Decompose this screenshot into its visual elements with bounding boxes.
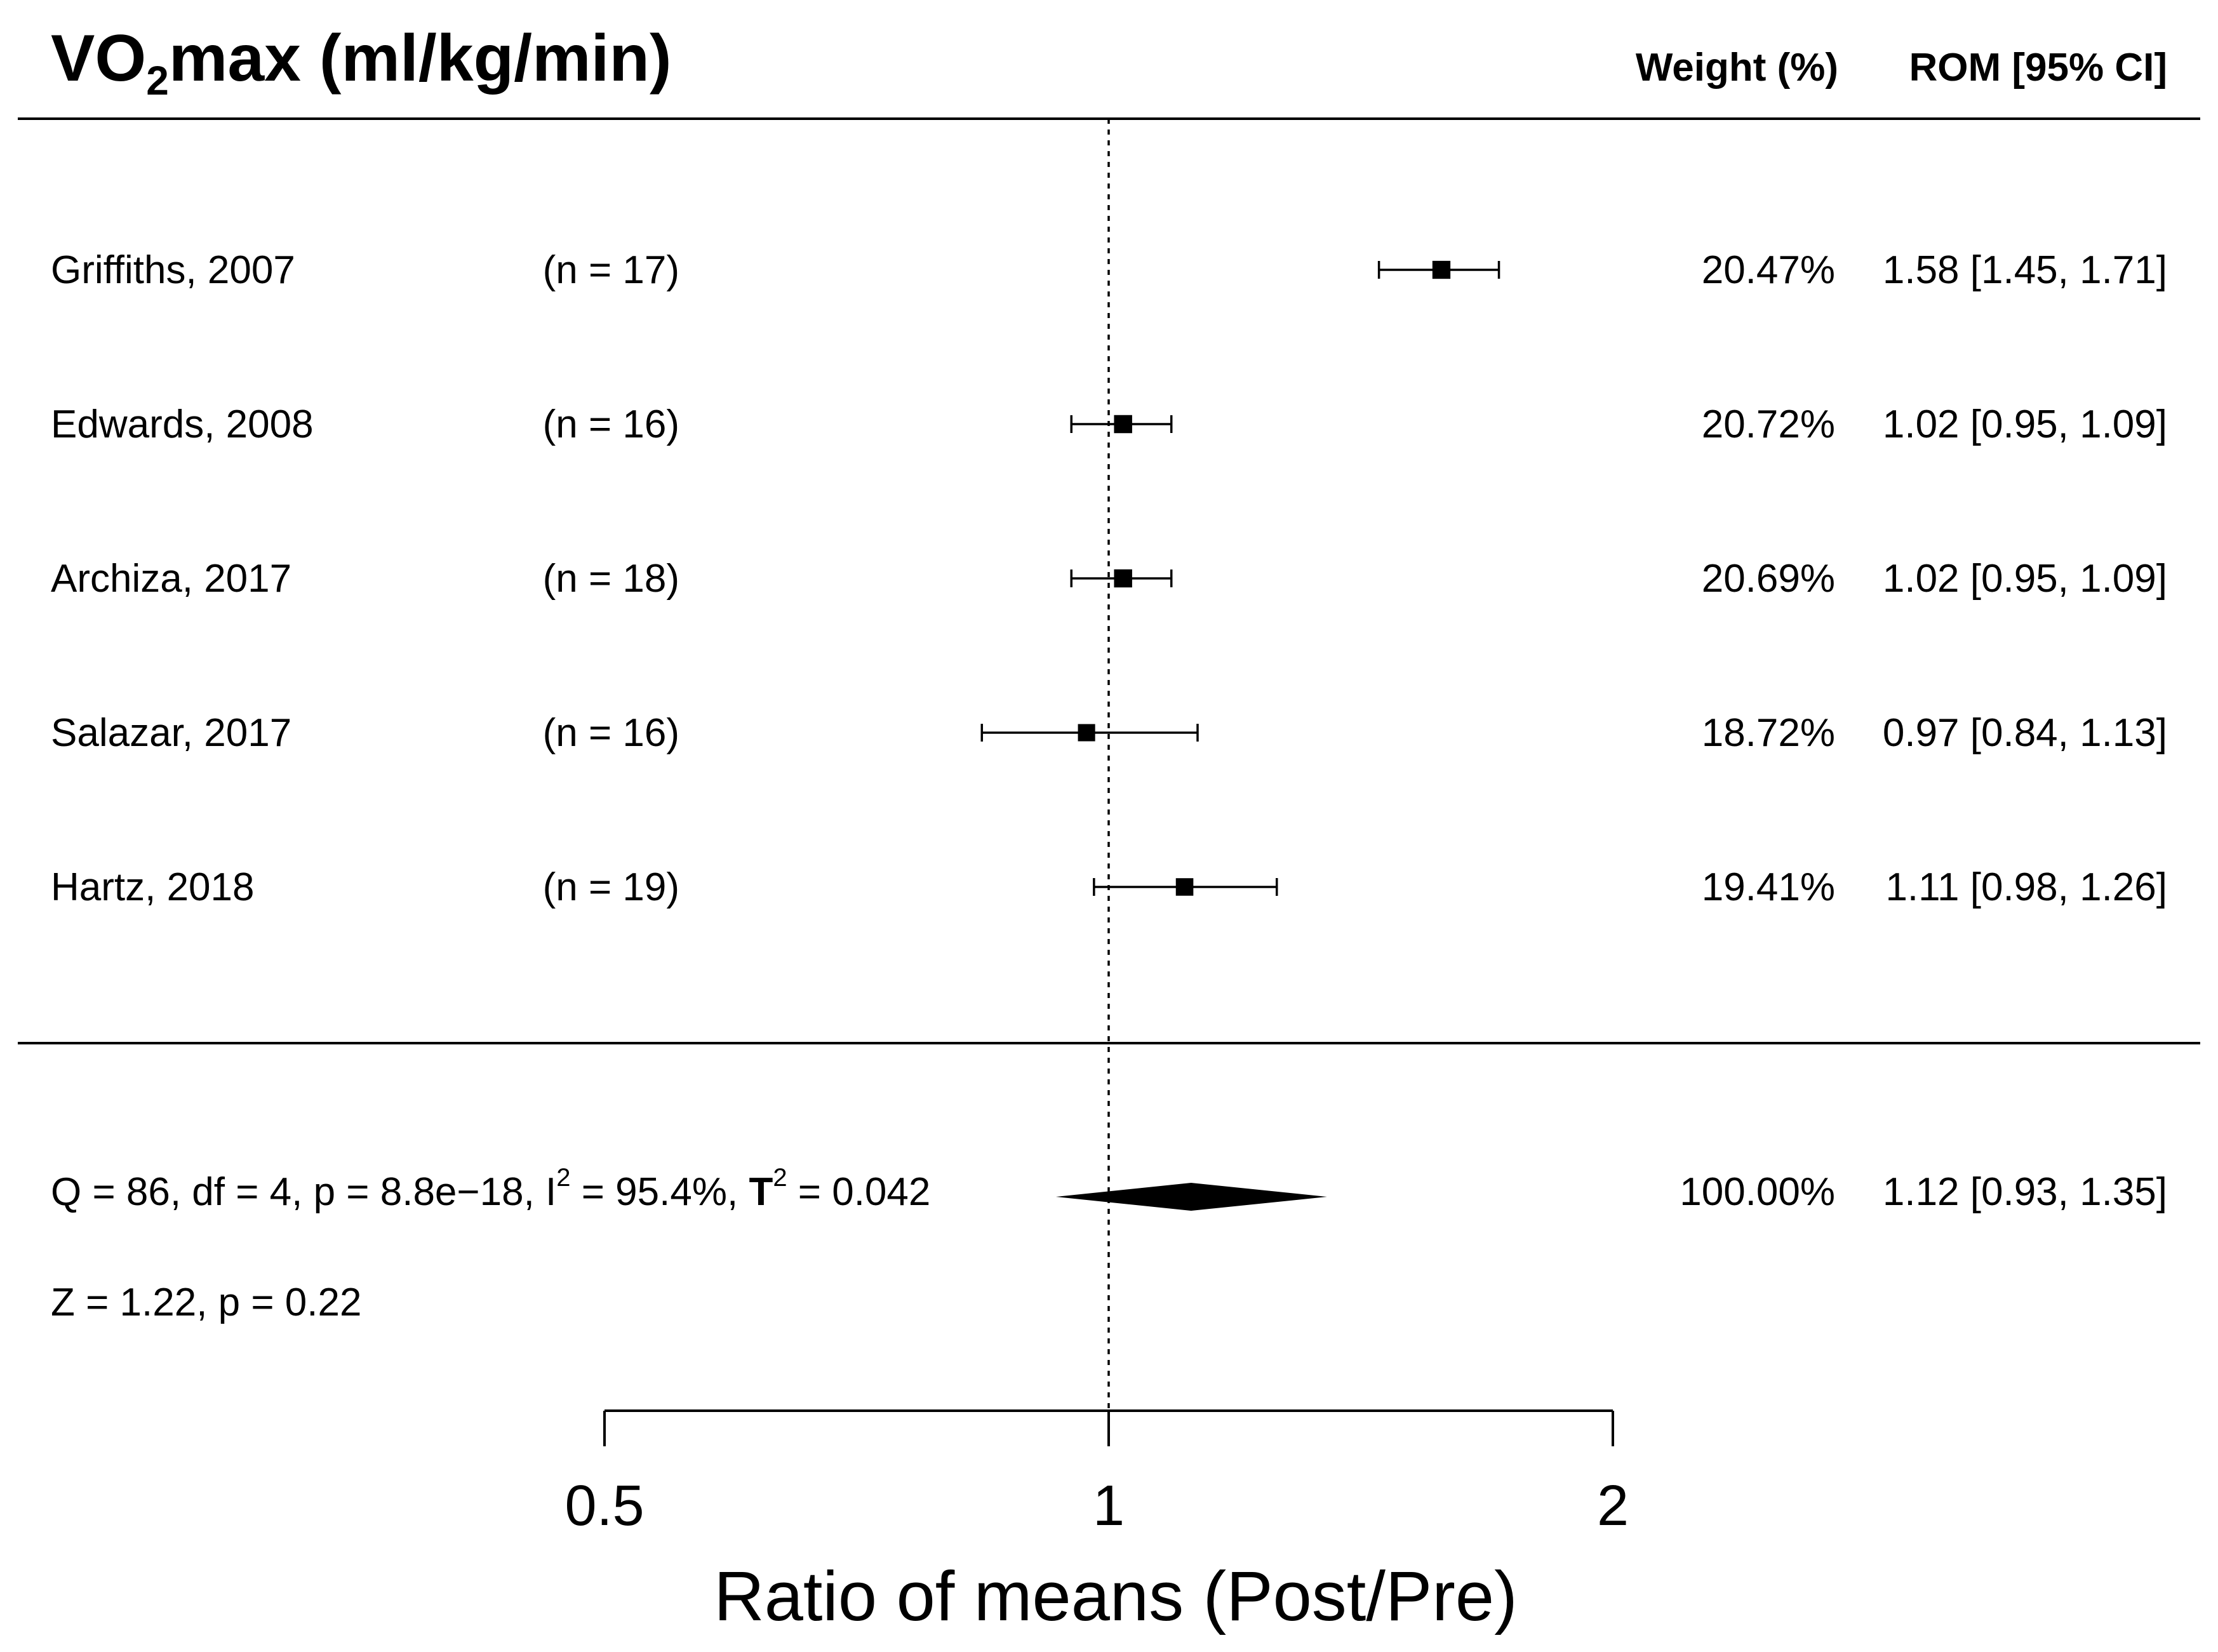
study-rom: 1.02 [0.95, 1.09]: [1883, 557, 2167, 601]
x-axis: 0.5 1 2: [565, 1409, 1629, 1538]
study-n: (n = 19): [543, 865, 679, 909]
point-estimate: [1114, 415, 1132, 434]
point-estimate: [1078, 724, 1095, 742]
point-estimate: [1175, 878, 1194, 896]
summary-weight: 100.00%: [1680, 1170, 1835, 1214]
study-rom: 1.11 [0.98, 1.26]: [1885, 865, 2167, 909]
study-name: Hartz, 2018: [51, 865, 255, 909]
study-n: (n = 18): [543, 557, 679, 601]
heterogeneity-q: Q = 86, df = 4, p = 8.8e−18, I: [51, 1170, 556, 1214]
tau2-superscript: 2: [773, 1164, 787, 1192]
i2-superscript: 2: [556, 1164, 570, 1192]
summary-row: Q = 86, df = 4, p = 8.8e−18, I2 = 95.4%,…: [51, 1164, 2167, 1324]
study-name: Salazar, 2017: [51, 711, 291, 755]
study-rom: 0.97 [0.84, 1.13]: [1883, 711, 2167, 755]
chart-title-prefix: VO: [51, 22, 146, 95]
study-rom: 1.02 [0.95, 1.09]: [1883, 403, 2167, 446]
study-row: Salazar, 2017 (n = 16) 18.72% 0.97 [0.84, 1…: [51, 711, 2167, 755]
heterogeneity-tau2: = 0.042: [787, 1170, 931, 1214]
weight-header: Weight (%): [1636, 46, 1838, 90]
study-name: Griffiths, 2007: [51, 248, 295, 292]
study-rom: 1.58 [1.45, 1.71]: [1883, 248, 2167, 292]
x-axis-label: Ratio of means (Post/Pre): [714, 1557, 1517, 1635]
study-row: Edwards, 2008 (n = 16) 20.72% 1.02 [0.95, 1…: [51, 403, 2167, 446]
study-weight: 19.41%: [1702, 865, 1835, 909]
study-n: (n = 16): [543, 403, 679, 446]
heterogeneity-i2: = 95.4%,: [571, 1170, 749, 1214]
summary-rom: 1.12 [0.93, 1.35]: [1883, 1170, 2167, 1214]
study-weight: 20.47%: [1702, 248, 1835, 292]
study-n: (n = 16): [543, 711, 679, 755]
study-name: Edwards, 2008: [51, 403, 314, 446]
x-tick-label: 0.5: [565, 1474, 644, 1538]
point-estimate: [1432, 260, 1451, 279]
chart-title-subscript: 2: [146, 58, 169, 103]
x-tick-label: 1: [1093, 1474, 1125, 1538]
study-weight: 20.72%: [1702, 403, 1835, 446]
rom-header: ROM [95% CI]: [1909, 46, 2167, 90]
summary-diamond: [1055, 1183, 1327, 1211]
study-row: Griffiths, 2007 (n = 17) 20.47% 1.58 [1.45,…: [51, 248, 2167, 292]
heterogeneity-stats: Q = 86, df = 4, p = 8.8e−18, I2 = 95.4%,…: [51, 1164, 930, 1214]
study-name: Archiza, 2017: [51, 557, 291, 601]
study-weight: 18.72%: [1702, 711, 1835, 755]
chart-title-suffix: max (ml/kg/min): [169, 22, 672, 95]
overall-test: Z = 1.22, p = 0.22: [51, 1281, 361, 1324]
study-n: (n = 17): [543, 248, 679, 292]
study-row: Archiza, 2017 (n = 18) 20.69% 1.02 [0.95, 1…: [51, 557, 2167, 601]
study-row: Hartz, 2018 (n = 19) 19.41% 1.11 [0.98, 1.2…: [51, 865, 2167, 909]
study-weight: 20.69%: [1702, 557, 1835, 601]
chart-title: VO2max (ml/kg/min): [51, 22, 672, 103]
point-estimate: [1114, 569, 1132, 588]
tau-symbol: Τ: [749, 1170, 773, 1214]
study-rows: Griffiths, 2007 (n = 17) 20.47% 1.58 [1.45,…: [51, 248, 2167, 909]
x-tick-label: 2: [1597, 1474, 1629, 1538]
